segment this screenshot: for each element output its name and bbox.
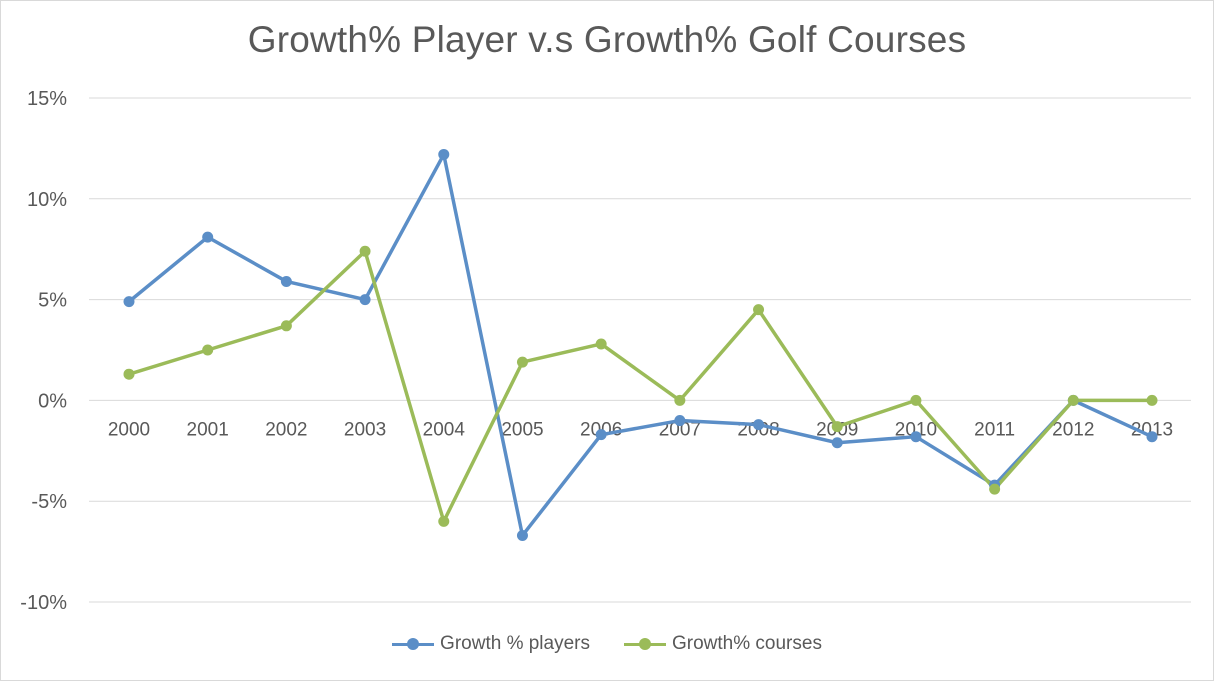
legend-swatch-players: [392, 637, 435, 651]
x-tick-label: 2011: [974, 419, 1015, 440]
x-tick-label: 2012: [1052, 419, 1094, 440]
data-point-players: [280, 275, 292, 287]
data-point-players: [202, 231, 214, 243]
data-point-courses: [831, 421, 843, 433]
x-tick-label: 2001: [187, 419, 229, 440]
legend-label-courses: Growth% courses: [672, 633, 822, 654]
data-point-courses: [202, 344, 214, 356]
data-point-players: [595, 429, 607, 441]
data-point-courses: [753, 304, 765, 316]
data-point-courses: [516, 356, 528, 368]
data-point-courses: [595, 338, 607, 350]
data-point-players: [438, 148, 450, 160]
y-tick-label: -5%: [31, 491, 67, 513]
legend-label-players: Growth % players: [440, 633, 590, 654]
data-point-courses: [438, 515, 450, 527]
data-point-players: [674, 415, 686, 427]
y-tick-label: 0%: [38, 390, 67, 412]
series-line-players: [127, 152, 1153, 538]
x-tick-label: 2013: [1131, 419, 1173, 440]
data-point-players: [1146, 431, 1158, 443]
series-line-courses: [128, 249, 1152, 524]
x-tick-label: 2000: [108, 419, 150, 440]
x-tick-label: 2007: [659, 419, 701, 440]
legend: Growth % players Growth% courses: [1, 633, 1213, 655]
y-tick-label: 10%: [27, 189, 67, 211]
legend-dot-courses: [639, 638, 651, 650]
data-point-courses: [359, 245, 371, 257]
x-tick-label: 2004: [423, 419, 466, 440]
data-point-players: [910, 431, 922, 443]
data-point-players: [831, 437, 843, 449]
data-point-courses: [910, 394, 922, 406]
y-tick-label: 5%: [38, 290, 67, 312]
data-point-players: [516, 529, 528, 541]
x-tick-label: 2003: [344, 419, 386, 440]
data-point-players: [359, 294, 371, 306]
data-point-courses: [989, 483, 1001, 495]
x-tick-label: 2005: [501, 419, 543, 440]
legend-dot-players: [407, 638, 420, 650]
data-point-courses: [1067, 394, 1079, 406]
y-tick-label: 15%: [27, 88, 67, 110]
data-point-players: [753, 419, 765, 431]
x-tick-label: 2002: [265, 419, 307, 440]
data-point-courses: [1146, 394, 1158, 406]
y-tick-label: -10%: [20, 592, 67, 614]
chart-title: Growth% Player v.s Growth% Golf Courses: [247, 19, 967, 60]
x-tick-label: 2010: [895, 419, 937, 440]
legend-item-players: Growth % players: [392, 633, 590, 655]
legend-swatch-courses: [624, 637, 666, 651]
data-point-courses: [674, 394, 686, 406]
data-point-players: [123, 296, 135, 308]
data-point-courses: [123, 368, 135, 380]
data-point-courses: [280, 320, 292, 332]
legend-item-courses: Growth% courses: [624, 633, 822, 655]
